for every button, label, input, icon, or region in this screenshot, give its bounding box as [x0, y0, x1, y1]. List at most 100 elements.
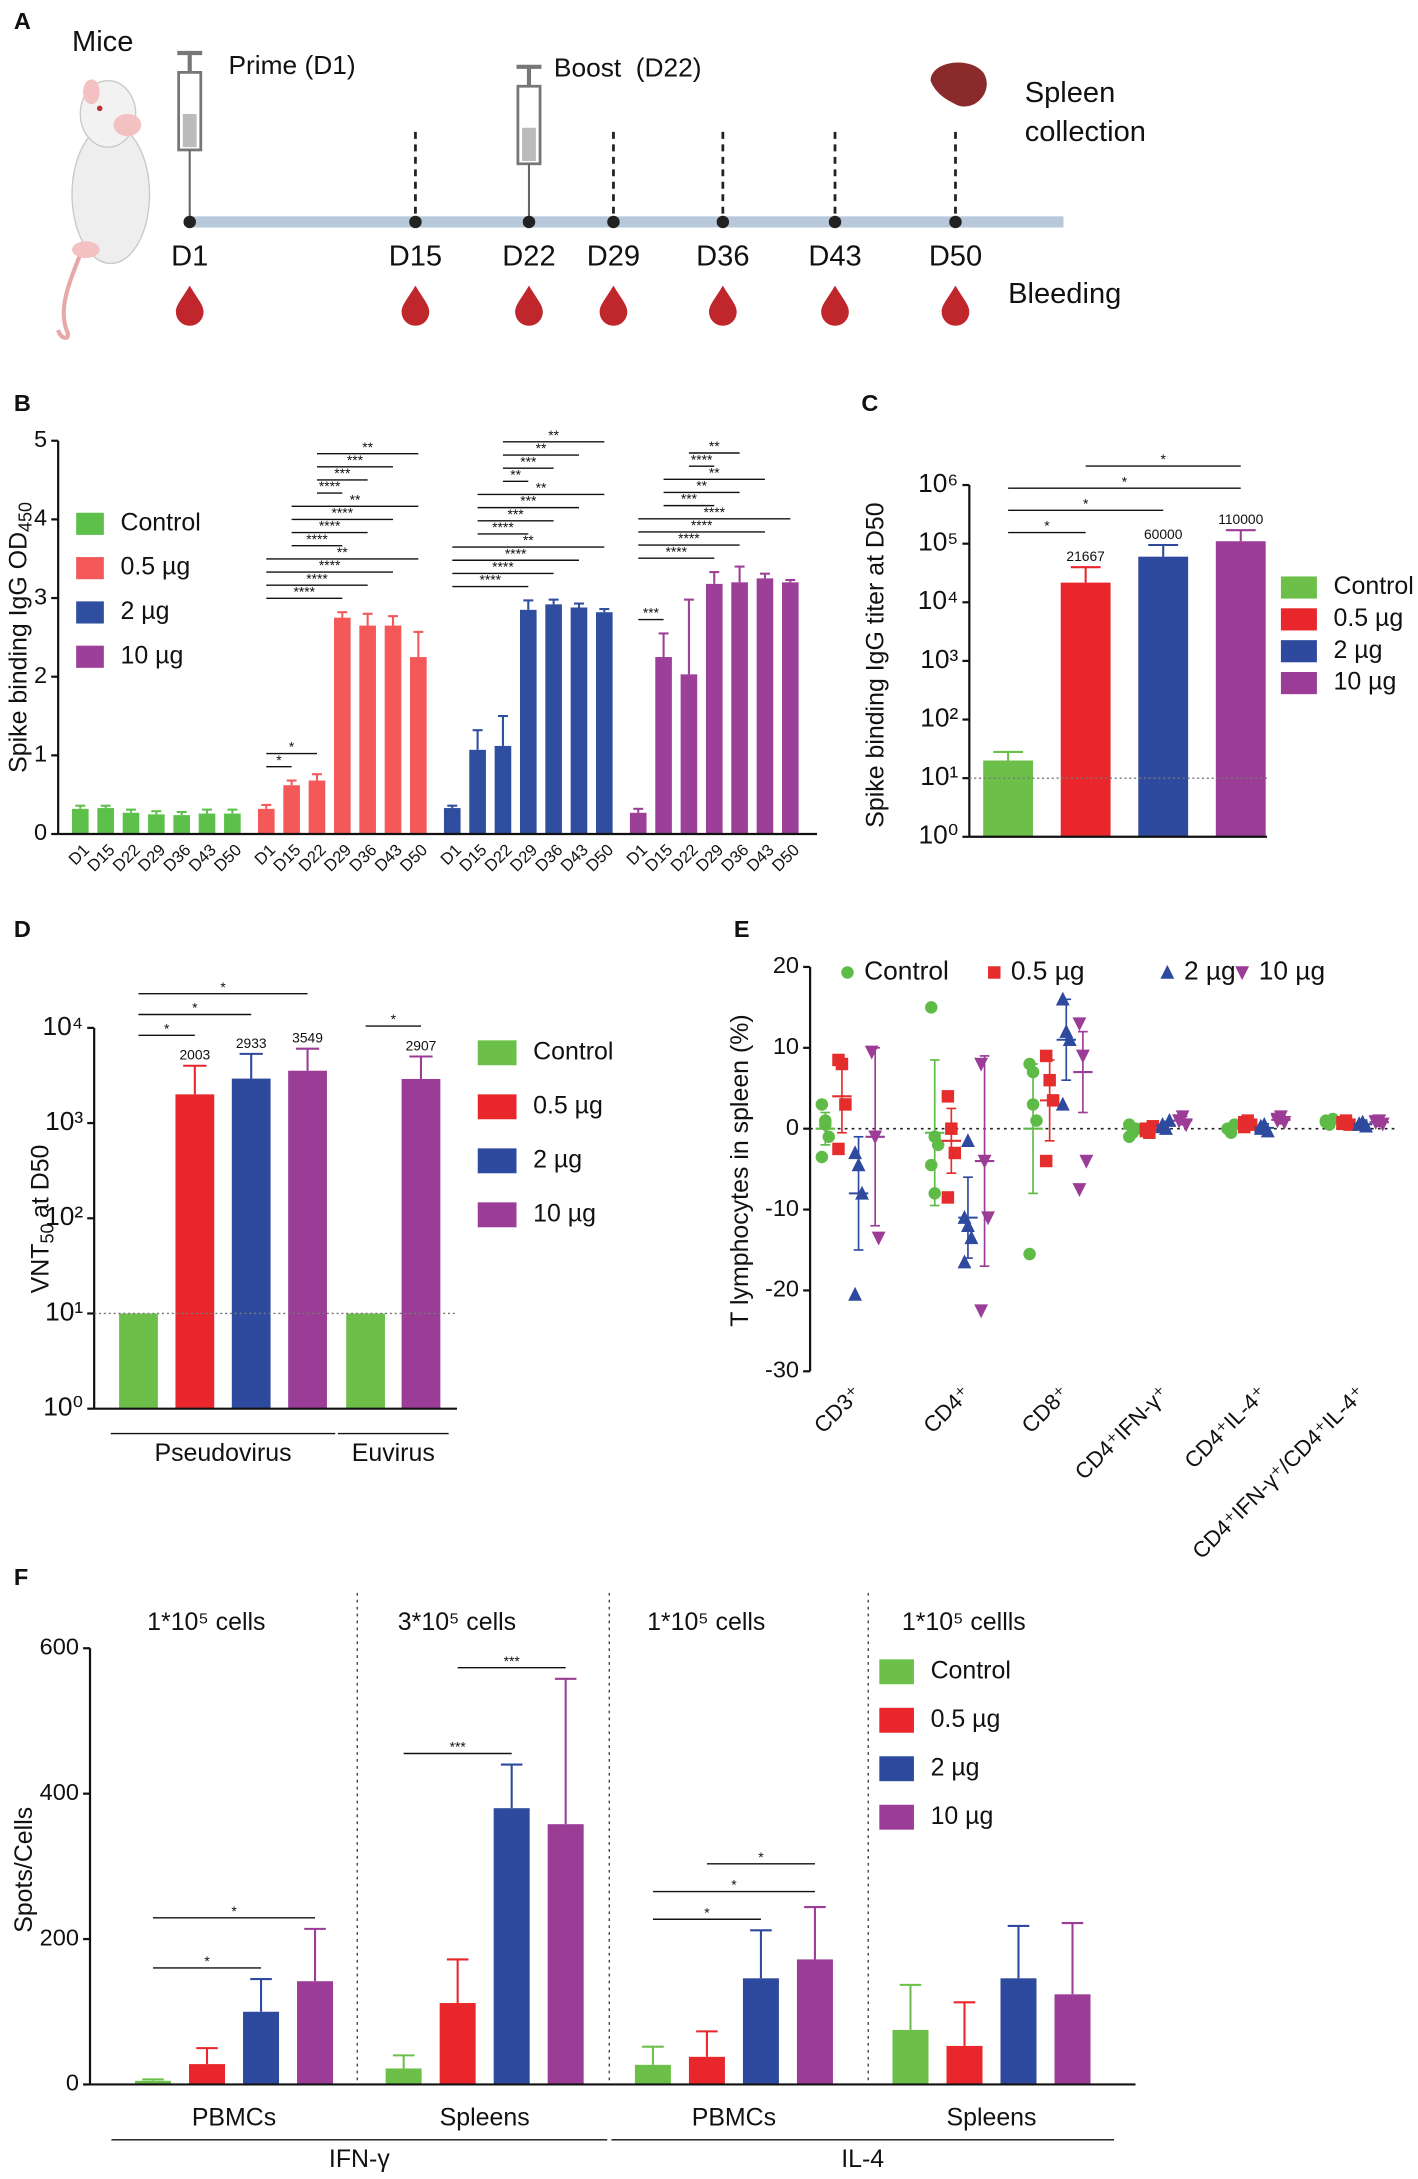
x-tick-label: Pseudovirus [154, 1439, 291, 1467]
legend-label: 2 µg [1184, 955, 1236, 985]
significance-label: *** [504, 1653, 521, 1669]
y-axis-label-text: VNT [26, 1244, 54, 1294]
bar [439, 2003, 476, 2085]
significance-label: * [1083, 495, 1089, 511]
significance-label: * [1122, 473, 1128, 489]
point [1079, 1154, 1094, 1169]
significance-label: **** [332, 505, 354, 521]
significance-label: **** [319, 518, 341, 534]
point [1072, 1017, 1087, 1032]
y-tick-label: 600 [40, 1633, 79, 1659]
bar [173, 815, 190, 835]
panel-letter: A [14, 8, 31, 34]
y-tick-label: 2 [34, 662, 47, 688]
significance-label: *** [450, 1739, 467, 1755]
y-axis-label: Spike binding IgG OD450 [4, 502, 35, 773]
bar [634, 2064, 671, 2085]
day-label: D36 [696, 241, 749, 273]
point [941, 1090, 955, 1103]
bar [680, 674, 698, 835]
legend-swatch [477, 1094, 517, 1120]
bar [629, 812, 647, 835]
bar [297, 1981, 334, 2085]
y-tick-label: 10³ [920, 644, 958, 674]
legend-swatch [879, 1804, 914, 1830]
legend-label: 0.5 µg [931, 1705, 1001, 1733]
bar [983, 760, 1034, 837]
bar [742, 1978, 779, 2085]
legend-label: Control [864, 955, 949, 985]
significance-label: *** [347, 452, 364, 468]
timepoint-dot [409, 215, 422, 229]
subject-label: Mice [72, 26, 133, 58]
timepoint-dot [949, 215, 962, 229]
bar [224, 813, 241, 835]
x-tick-label: D50 [582, 840, 617, 875]
point [957, 1254, 972, 1269]
significance-label: ** [536, 440, 547, 456]
legend-swatch [76, 512, 104, 535]
y-tick-label: 10⁴ [43, 1011, 84, 1041]
x-tick-label: CD4⁺ [918, 1381, 975, 1438]
significance-label: * [231, 1903, 237, 1919]
significance-label: * [1161, 451, 1167, 467]
legend-swatch [1280, 576, 1317, 599]
syringe-icon [516, 64, 542, 222]
point [815, 1098, 829, 1111]
x-tick-label: PBMCs [192, 2104, 276, 2132]
significance-label: **** [294, 583, 316, 599]
bar [119, 1313, 158, 1409]
point [961, 1133, 975, 1148]
blood-drop [401, 285, 430, 326]
bar [283, 785, 300, 835]
significance-label: * [758, 1849, 764, 1865]
significance-label: ** [523, 532, 534, 548]
point [948, 1146, 962, 1160]
significance-label: ** [350, 491, 361, 507]
legend-label: 10 µg [120, 641, 183, 669]
prime-label: Prime (D1) [228, 50, 355, 80]
group-label: IL-4 [841, 2145, 884, 2173]
significance-label: *** [508, 506, 525, 522]
point [1072, 1183, 1087, 1197]
significance-label: ** [510, 466, 521, 482]
legend-marker [1160, 964, 1175, 979]
blood-drop [515, 285, 543, 326]
bar [72, 808, 89, 835]
separators [356, 1592, 869, 2085]
y-axis-label: Spike binding IgG titer at D50 [861, 502, 889, 827]
significance-label: **** [665, 543, 687, 559]
panel-letter: B [14, 390, 31, 416]
legend-swatch [1280, 640, 1317, 663]
y-axis-label-sub: 450 [15, 502, 35, 532]
significance-label: * [391, 1011, 397, 1027]
y-tick-label: 10¹ [45, 1296, 83, 1326]
timepoint-dot [522, 215, 536, 229]
y-tick-label: -10 [765, 1195, 799, 1221]
blood-drop [941, 285, 970, 326]
significance-label: ** [696, 478, 707, 494]
legend-label: Control [1334, 572, 1414, 600]
legend-swatch [1280, 671, 1317, 695]
y-tick-label: 10⁵ [918, 527, 958, 557]
category-note: 3*10⁵ cells [398, 1608, 516, 1636]
significance-label: **** [492, 559, 514, 575]
significance-label: **** [480, 572, 502, 588]
bar [346, 1313, 385, 1409]
bar [198, 813, 216, 835]
y-tick-label: -30 [765, 1357, 799, 1383]
value-label: 2907 [406, 1037, 437, 1053]
bar [547, 1824, 584, 2085]
legend-swatch [879, 1756, 914, 1782]
spleen-icon [930, 62, 987, 107]
day-label: D15 [389, 241, 442, 273]
bar [519, 609, 537, 835]
point [925, 1001, 938, 1014]
x-tick-label: Spleens [440, 2104, 530, 2132]
y-tick-label: 10⁴ [918, 585, 959, 615]
y-tick-label: 20 [773, 952, 799, 978]
bar [257, 808, 275, 835]
significance-label: * [276, 752, 282, 768]
y-axis-label-end: at D50 [26, 1145, 54, 1218]
bar [359, 625, 376, 835]
